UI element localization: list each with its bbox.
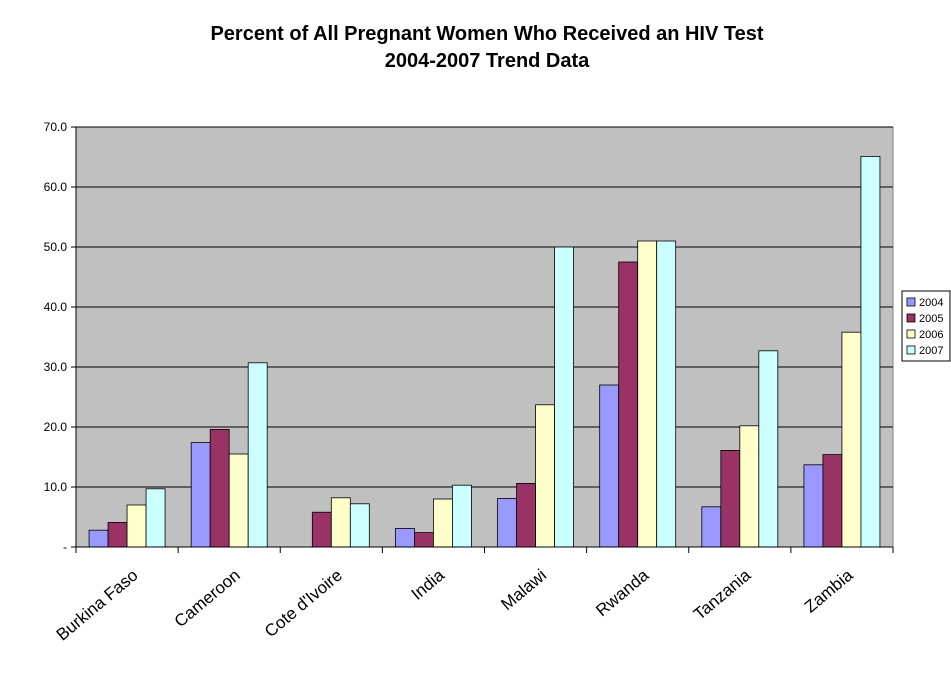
bar	[433, 498, 453, 548]
bar	[803, 464, 824, 548]
y-tick-label: 50.0	[44, 240, 68, 254]
bar	[228, 453, 249, 548]
legend-label: 2005	[919, 313, 943, 325]
bar	[599, 384, 620, 548]
bar	[656, 240, 677, 548]
bar	[758, 350, 779, 548]
x-tick-label: Rwanda	[592, 565, 652, 620]
bar	[247, 362, 268, 548]
bar	[701, 506, 722, 548]
chart-subtitle: 2004-2007 Trend Data	[385, 50, 590, 72]
bar	[497, 497, 517, 548]
x-tick-label: Burkina Faso	[53, 566, 142, 645]
bar	[841, 331, 862, 548]
y-tick-label: 40.0	[44, 300, 68, 314]
x-tick-label: Malawi	[497, 566, 550, 615]
legend: 2004 2005 2006 2007	[901, 290, 951, 362]
y-tick-label: -	[63, 540, 67, 554]
y-tick-label: 30.0	[44, 360, 68, 374]
x-axis: Burkina Faso Cameroon Cote d'Ivoire India Ma…	[53, 546, 894, 645]
bar	[395, 528, 415, 548]
bar	[311, 511, 332, 548]
y-tick-label: 20.0	[44, 420, 68, 434]
bar	[107, 522, 128, 548]
legend-label: 2007	[919, 345, 943, 357]
bars	[88, 155, 881, 548]
bar	[88, 529, 109, 548]
bar	[126, 504, 147, 548]
bar	[637, 240, 658, 548]
bar	[860, 155, 881, 548]
chart-title: Percent of All Pregnant Women Who Receiv…	[210, 23, 763, 45]
legend-label: 2006	[919, 329, 943, 341]
bar	[720, 449, 741, 548]
bar	[452, 484, 472, 548]
x-tick-label: Cameroon	[171, 566, 244, 632]
x-tick-label: Zambia	[801, 565, 857, 616]
bar	[618, 261, 639, 548]
x-tick-label: Cote d'Ivoire	[261, 566, 346, 642]
y-tick-label: 70.0	[44, 120, 68, 134]
y-axis: - 10.0 20.0 30.0 40.0 50.0 60.0 70.0	[44, 120, 77, 554]
bar	[739, 425, 760, 548]
x-tick-label: India	[408, 565, 449, 604]
legend-swatch	[906, 297, 916, 307]
y-tick-label: 60.0	[44, 180, 68, 194]
legend-swatch	[906, 329, 916, 339]
bar	[209, 428, 230, 548]
y-tick-label: 10.0	[44, 480, 68, 494]
legend-label: 2004	[919, 297, 943, 309]
x-tick-label: Tanzania	[690, 565, 755, 624]
bar	[349, 503, 370, 548]
bar	[822, 454, 843, 548]
bar	[535, 404, 555, 548]
legend-swatch	[906, 313, 916, 323]
bar	[190, 442, 211, 548]
bar	[330, 497, 351, 548]
bar	[145, 488, 166, 548]
legend-swatch	[906, 345, 916, 355]
bar	[554, 246, 574, 548]
bar	[516, 482, 536, 548]
bar	[414, 532, 434, 548]
